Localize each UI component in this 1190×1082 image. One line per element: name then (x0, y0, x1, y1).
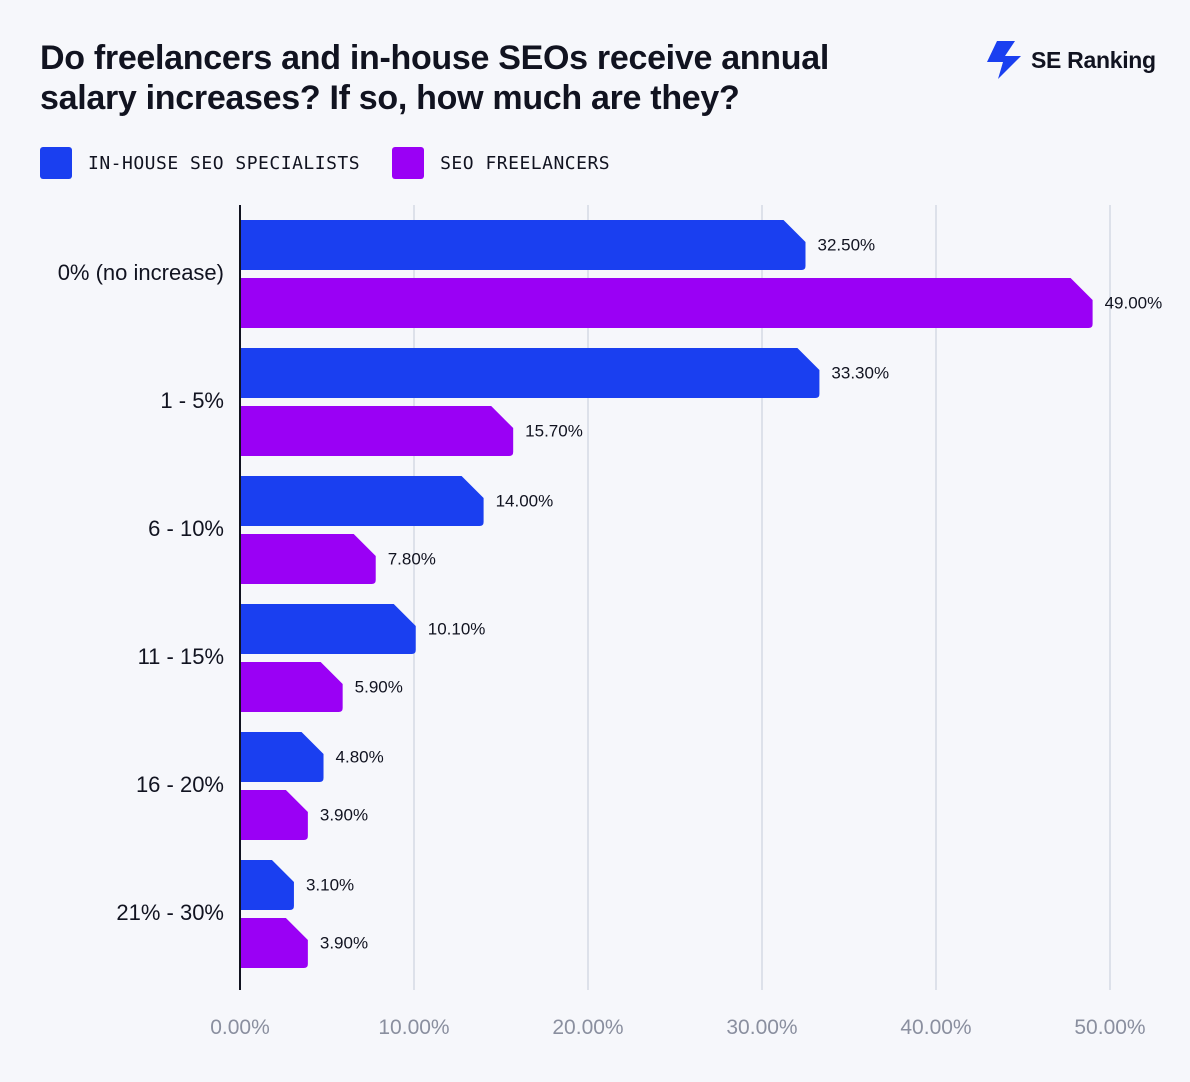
bar-freelancers-4 (240, 790, 308, 840)
value-label-freelancers-1: 15.70% (525, 421, 583, 440)
value-label-in-house-3: 10.10% (428, 619, 486, 638)
x-tick-label-2: 20.00% (552, 1016, 623, 1039)
bar-in-house-4 (240, 732, 324, 782)
bar-in-house-0 (240, 220, 806, 270)
value-label-freelancers-3: 5.90% (355, 677, 403, 696)
x-tick-label-4: 40.00% (900, 1016, 971, 1039)
bar-freelancers-1 (240, 406, 514, 456)
bolt-logo-icon (987, 41, 1021, 79)
x-tick-label-0: 0.00% (210, 1016, 270, 1039)
bar-in-house-2 (240, 476, 484, 526)
category-label-5: 21% - 30% (116, 900, 224, 925)
category-label-4: 16 - 20% (136, 772, 224, 797)
brand-logo: SE Ranking (985, 40, 1156, 80)
legend: IN-HOUSE SEO SPECIALISTS SEO FREELANCERS (40, 147, 642, 179)
chart-title: Do freelancers and in-house SEOs receive… (40, 39, 829, 117)
legend-swatch-in-house (40, 147, 72, 179)
legend-swatch-freelancers (392, 147, 425, 179)
legend-item-freelancers: SEO FREELANCERS (392, 147, 610, 179)
value-label-in-house-0: 32.50% (818, 235, 876, 254)
bar-in-house-3 (240, 604, 416, 654)
value-label-in-house-2: 14.00% (496, 491, 554, 510)
legend-item-in-house: IN-HOUSE SEO SPECIALISTS (40, 147, 360, 179)
value-label-freelancers-0: 49.00% (1105, 293, 1163, 312)
value-label-freelancers-4: 3.90% (320, 805, 368, 824)
brand-name: SE Ranking (1031, 46, 1156, 73)
value-label-in-house-5: 3.10% (306, 875, 354, 894)
legend-label-in-house: IN-HOUSE SEO SPECIALISTS (88, 152, 361, 174)
legend-label-freelancers: SEO FREELANCERS (440, 152, 611, 174)
category-label-1: 1 - 5% (160, 388, 224, 413)
bar-freelancers-0 (240, 278, 1093, 328)
x-tick-label-5: 50.00% (1074, 1016, 1145, 1039)
bar-in-house-5 (240, 860, 294, 910)
bar-freelancers-2 (240, 534, 376, 584)
bar-in-house-1 (240, 348, 820, 398)
category-label-0: 0% (no increase) (58, 260, 224, 285)
category-label-2: 6 - 10% (148, 516, 224, 541)
value-label-freelancers-5: 3.90% (320, 933, 368, 952)
category-label-3: 11 - 15% (138, 644, 224, 669)
bar-freelancers-3 (240, 662, 343, 712)
bar-freelancers-5 (240, 918, 308, 968)
value-label-in-house-4: 4.80% (336, 747, 384, 766)
x-tick-label-3: 30.00% (726, 1016, 797, 1039)
x-tick-label-1: 10.00% (378, 1016, 449, 1039)
value-label-in-house-1: 33.30% (831, 363, 889, 382)
value-label-freelancers-2: 7.80% (388, 549, 436, 568)
